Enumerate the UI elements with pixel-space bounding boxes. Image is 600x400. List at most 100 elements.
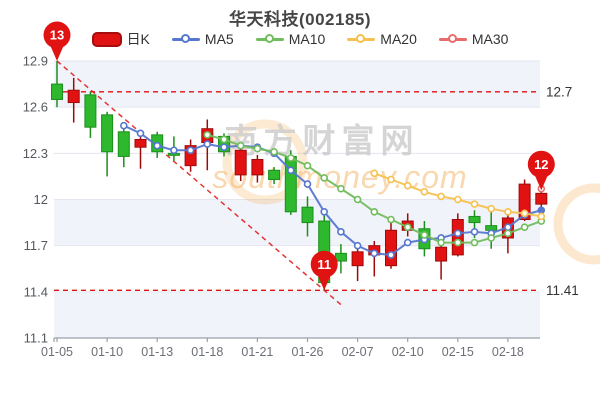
ma-point [353,195,362,204]
ma-point [203,140,212,148]
candle-body[interactable] [134,138,147,148]
ma-point [403,181,412,190]
ma5-end-point [538,207,545,214]
ma-point [320,208,329,216]
candle-body[interactable] [385,229,397,267]
ma-point [453,229,462,238]
x-axis-label: 02-15 [442,345,474,359]
candle-body[interactable] [451,219,464,256]
candle-body[interactable] [334,252,347,262]
mark-point-balloon: 13 [43,21,71,61]
series-ma10 [203,131,546,247]
ma-line-swatch-icon [438,34,467,44]
kline-swatch-icon [91,31,122,47]
legend-item-ma20[interactable]: MA20 [347,31,417,47]
candle-body[interactable] [535,192,548,205]
y-axis-label: 11.4 [24,284,48,299]
candle-body[interactable] [51,83,63,100]
candle-body[interactable] [268,169,281,180]
x-axis-label: 01-05 [41,345,73,359]
ma-point [504,229,512,238]
candle-body[interactable] [284,155,297,213]
ma-point [487,204,496,213]
legend-label: MA30 [471,31,509,47]
legend-item-ma30[interactable]: MA30 [438,31,509,47]
mark-line-label: 11.41 [546,283,579,298]
x-axis: 01-05 01-10 01-13 01-18 01-21 01-26 02-07 02-10… [41,337,540,359]
ma-point [203,131,212,139]
ma-point [253,144,262,153]
ma-point [387,215,395,224]
x-axis-label: 02-07 [342,345,374,359]
candle-body[interactable] [117,131,130,157]
ma-line-swatch-icon [255,34,284,44]
ma-point [420,188,429,196]
legend-label: MA5 [204,31,234,47]
mark-point-label: 11 [317,257,331,272]
candle-body[interactable] [351,251,364,267]
ma-point [186,146,195,155]
ma-point [270,147,278,156]
legend-item-ma10[interactable]: MA10 [255,31,326,47]
y-axis-label: 12 [34,192,48,207]
ma-point [320,174,329,182]
candle-body[interactable] [67,89,80,104]
ma-point [303,180,312,188]
ma-point [470,238,479,247]
ma-point [403,223,412,231]
candle-body[interactable] [251,158,264,176]
chart-legend: 日K MA5 MA10 MA20 MA30 [0,29,600,49]
candle-body[interactable] [101,114,114,153]
series-ma20 [370,169,546,221]
legend-item-ma5[interactable]: MA5 [171,31,234,47]
candle-body[interactable] [435,246,448,262]
candle-body[interactable] [468,215,481,224]
ma-line-swatch-icon [347,34,376,44]
ma-point [220,143,228,151]
ma-point [537,212,546,221]
y-axis-label: 12.3 [23,146,48,161]
ma-point [470,200,479,208]
ma-point [520,223,529,231]
mark-point-label: 13 [50,28,64,43]
legend-label: MA10 [288,31,326,47]
watermark-text-cn: 南方财富网 [225,122,420,159]
ma-point [153,141,161,150]
candle-body[interactable] [234,149,247,176]
legend-label: MA20 [380,31,417,47]
candle-body[interactable] [84,94,97,128]
legend-item-kline[interactable]: 日K [91,29,150,49]
x-axis-label: 02-18 [492,345,524,359]
candle-body[interactable] [184,145,197,167]
y-axis-label: 12.9 [23,54,48,69]
x-axis-label: 01-21 [241,345,273,359]
x-axis-label: 01-10 [91,345,123,359]
ma-point [286,154,295,162]
legend-label: 日K [126,31,150,47]
ma-point [453,238,462,247]
ma-point [387,251,395,259]
candle-body[interactable] [518,183,531,221]
y-axis-label: 12.6 [23,100,48,115]
ma-point [136,129,145,138]
mark-point-label: 12 [534,157,548,172]
ma-point [520,209,529,218]
chart-title: 华天科技(002185) [228,10,372,29]
ma-point [120,121,128,130]
ma-point [403,238,412,247]
ma-point [437,238,445,247]
x-axis-label: 01-13 [141,345,173,359]
ma-point [420,231,429,239]
ma-point [303,161,312,170]
ma-point [470,228,479,236]
mark-point-balloon: 11 [310,250,338,291]
mark-line-label: 12.7 [546,84,572,99]
x-axis-label: 01-26 [292,345,324,359]
ma-point [453,195,462,204]
ma-point [504,208,512,216]
ma-point [387,175,395,184]
ma-point [487,234,496,242]
candle-body[interactable] [301,206,314,224]
